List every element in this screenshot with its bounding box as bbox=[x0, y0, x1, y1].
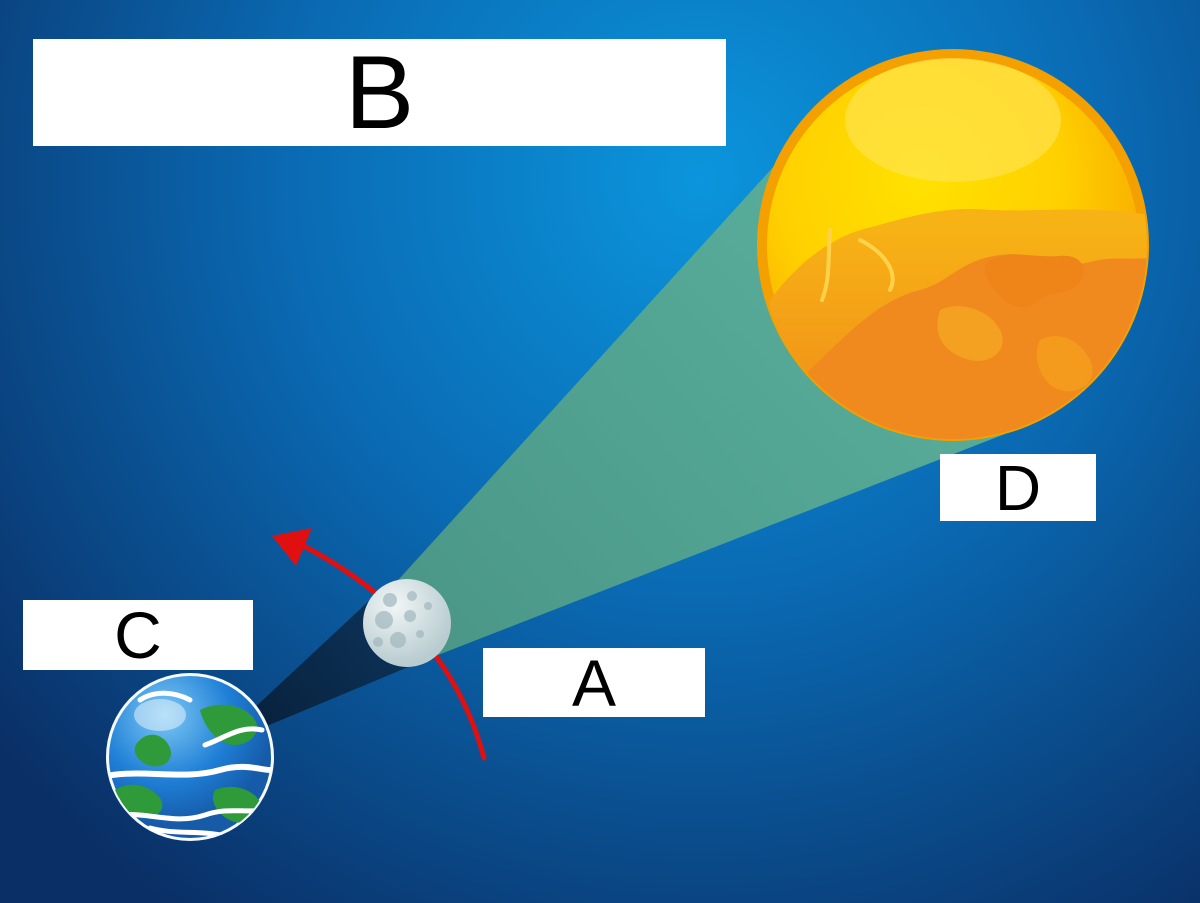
label-c-text: C bbox=[114, 598, 162, 672]
earth-icon bbox=[106, 673, 274, 841]
label-d-text: D bbox=[994, 451, 1042, 524]
moon-icon bbox=[363, 579, 451, 667]
label-c: C bbox=[23, 600, 253, 670]
label-b: B bbox=[33, 39, 726, 146]
label-a-text: A bbox=[571, 645, 617, 720]
sun-icon bbox=[757, 49, 1149, 441]
label-a: A bbox=[483, 648, 705, 717]
label-d: D bbox=[940, 454, 1096, 521]
label-b-text: B bbox=[344, 34, 415, 151]
